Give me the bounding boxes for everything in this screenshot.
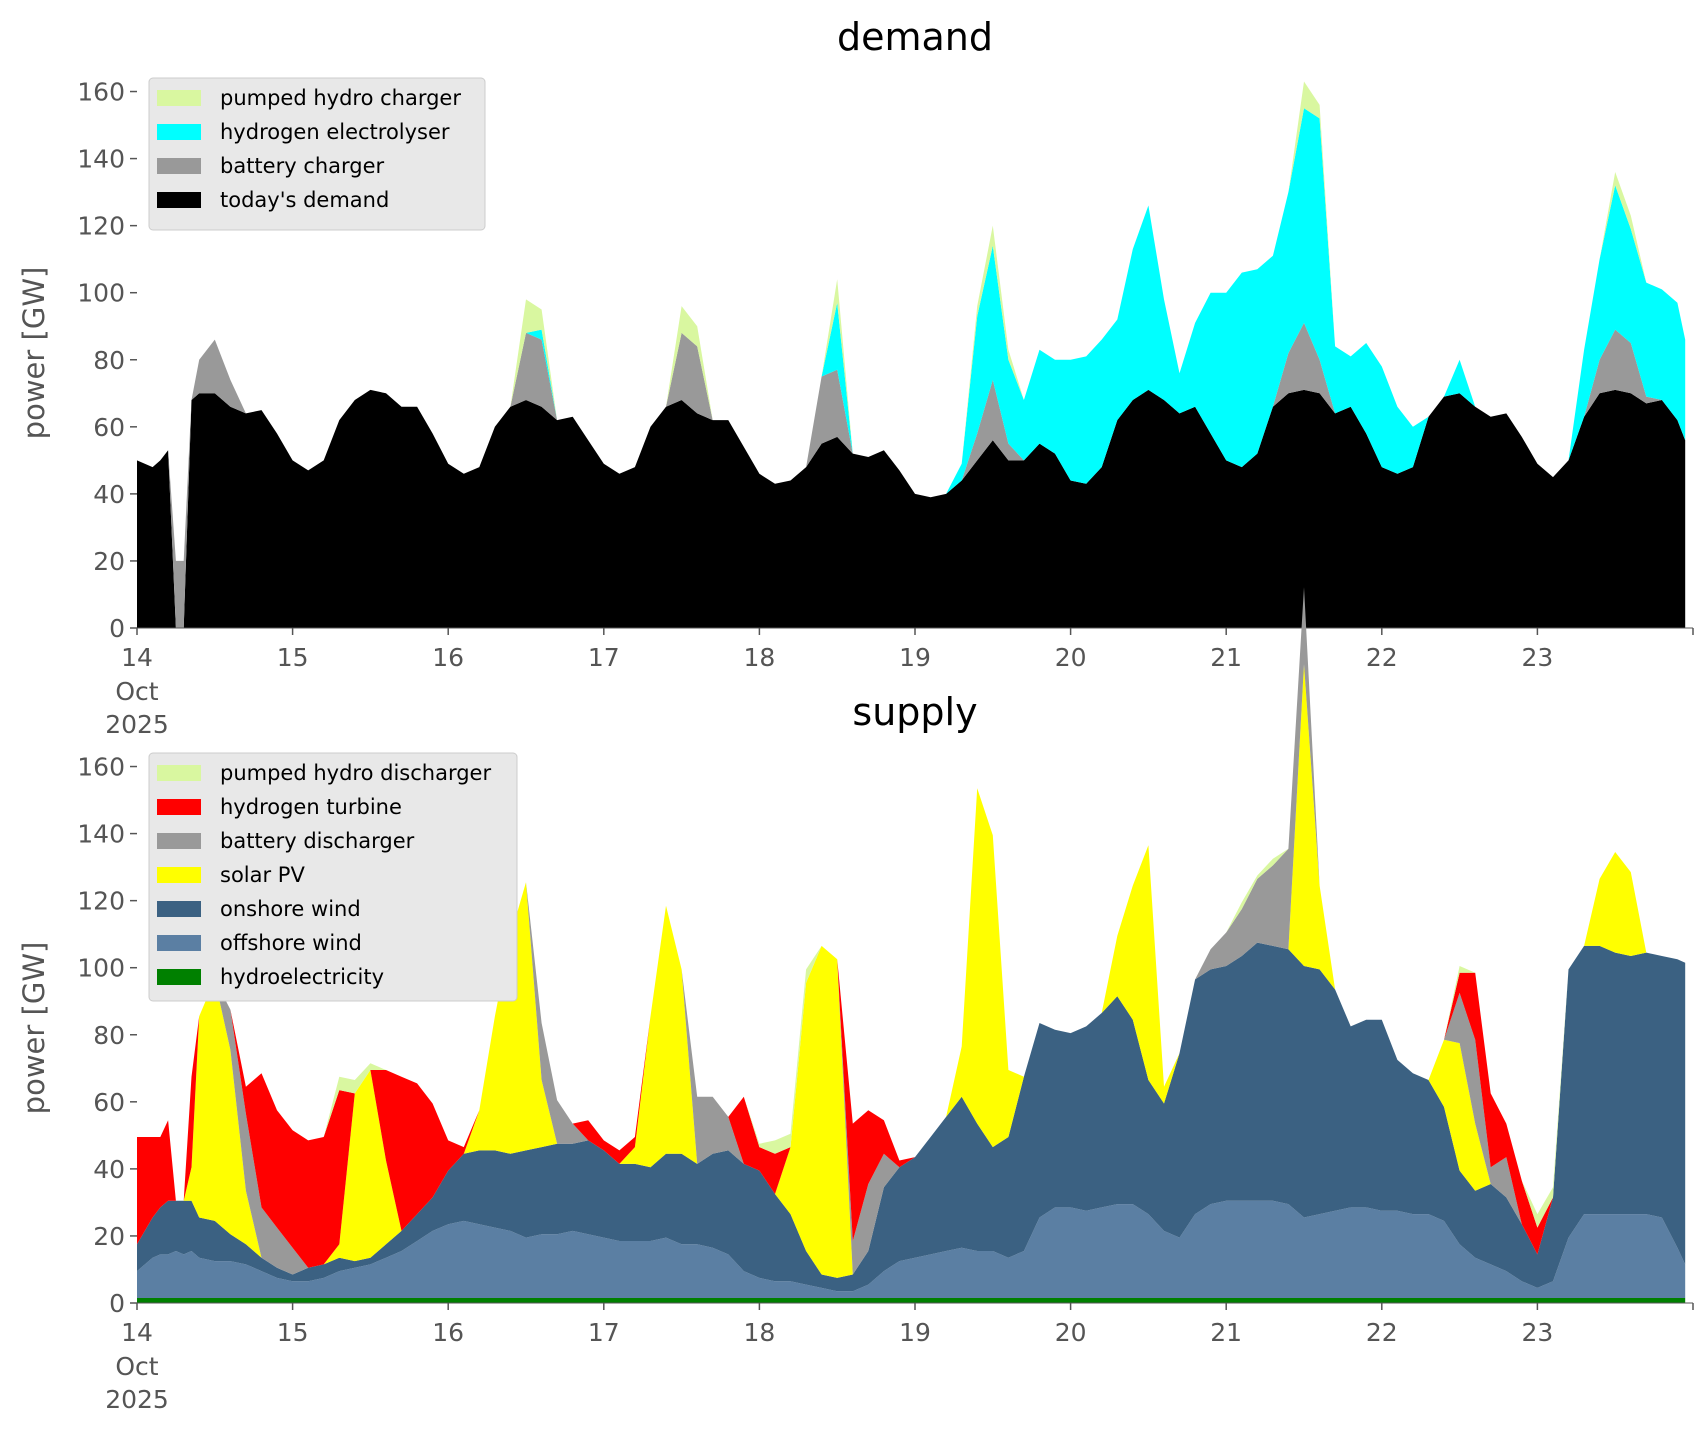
legend-label-pumped-hydro-discharger: pumped hydro discharger	[220, 761, 491, 785]
legend	[148, 752, 518, 1002]
legend-swatch-offshore-wind	[157, 935, 201, 951]
area-onshore-wind	[137, 942, 1686, 1292]
x-tick-label: 19	[899, 643, 931, 672]
x-tick-label: 18	[743, 643, 775, 672]
x-tick-date-label: 2025	[105, 710, 169, 739]
area-battery-discharger	[137, 587, 1686, 1275]
area-hydroelectricity	[137, 1298, 1686, 1303]
legend	[148, 77, 486, 231]
x-tick-label: 17	[588, 643, 620, 672]
legend-label-onshore-wind: onshore wind	[220, 897, 361, 921]
x-tick-label: 14	[121, 643, 153, 672]
legend-swatch-onshore-wind	[157, 901, 201, 917]
y-tick-label: 80	[93, 1021, 125, 1050]
y-tick-label: 60	[93, 1088, 125, 1117]
chart-title: demand	[837, 15, 993, 59]
x-tick-label: 20	[1055, 1318, 1087, 1347]
x-tick-label: 23	[1521, 1318, 1553, 1347]
y-tick-label: 100	[77, 279, 125, 308]
y-tick-label: 40	[93, 1155, 125, 1184]
y-tick-label: 160	[77, 78, 125, 107]
legend-label-pumped-hydro-charger: pumped hydro charger	[220, 86, 461, 110]
y-tick-label: 160	[77, 753, 125, 782]
x-tick-label: 23	[1521, 643, 1553, 672]
y-tick-label: 140	[77, 820, 125, 849]
y-tick-label: 20	[93, 1222, 125, 1251]
x-tick-label: 21	[1210, 1318, 1242, 1347]
area-battery-charger	[137, 322, 1686, 628]
x-tick-label: 21	[1210, 643, 1242, 672]
legend-swatch-hydrogen-turbine	[157, 799, 201, 815]
x-tick-label: 14	[121, 1318, 153, 1347]
x-tick-label: 22	[1366, 643, 1398, 672]
y-tick-label: 80	[93, 346, 125, 375]
area-hydrogen-electrolyser	[137, 108, 1686, 561]
legend-label-today-s-demand: today's demand	[220, 188, 389, 212]
x-tick-label: 18	[743, 1318, 775, 1347]
x-tick-label: 20	[1055, 643, 1087, 672]
y-tick-label: 120	[77, 887, 125, 916]
legend-label-hydrogen-electrolyser: hydrogen electrolyser	[220, 120, 450, 144]
y-tick-label: 120	[77, 212, 125, 241]
x-tick-label: 22	[1366, 1318, 1398, 1347]
legend-label-hydroelectricity: hydroelectricity	[220, 965, 384, 989]
x-tick-label: 19	[899, 1318, 931, 1347]
legend-swatch-solar-pv	[157, 867, 201, 883]
y-tick-label: 60	[93, 413, 125, 442]
legend-label-battery-discharger: battery discharger	[220, 829, 415, 853]
x-tick-label: 15	[277, 1318, 309, 1347]
legend-label-offshore-wind: offshore wind	[220, 931, 362, 955]
y-tick-label: 0	[109, 614, 125, 643]
x-tick-date-label: 2025	[105, 1385, 169, 1414]
legend-swatch-battery-charger	[157, 158, 201, 174]
legend-swatch-today-s-demand	[157, 192, 201, 208]
legend-label-battery-charger: battery charger	[220, 154, 385, 178]
y-axis-label: power [GW]	[17, 267, 51, 440]
y-axis-label: power [GW]	[17, 942, 51, 1115]
area-solar-pv	[137, 664, 1686, 1278]
area-today-s-demand	[137, 389, 1686, 628]
area-offshore-wind	[137, 1200, 1686, 1298]
x-tick-label: 15	[277, 643, 309, 672]
x-tick-label: 16	[432, 643, 464, 672]
legend-label-hydrogen-turbine: hydrogen turbine	[220, 795, 402, 819]
chart-title: supply	[852, 690, 977, 734]
area-hydrogen-turbine	[137, 587, 1686, 1268]
demand-chart: demand 0 20 40 60 80 100 120 140 160 power [GW] 14 1…	[17, 15, 1694, 739]
legend-swatch-battery-discharger	[157, 833, 201, 849]
x-tick-label: 17	[588, 1318, 620, 1347]
legend-swatch-hydroelectricity	[157, 969, 201, 985]
x-tick-date-label: Oct	[115, 677, 158, 706]
legend-swatch-pumped-hydro-discharger	[157, 765, 201, 781]
x-tick-label: 16	[432, 1318, 464, 1347]
y-tick-label: 20	[93, 547, 125, 576]
legend-swatch-pumped-hydro-charger	[157, 90, 201, 106]
legend-swatch-hydrogen-electrolyser	[157, 124, 201, 140]
y-tick-label: 40	[93, 480, 125, 509]
y-tick-label: 0	[109, 1289, 125, 1318]
x-tick-date-label: Oct	[115, 1352, 158, 1381]
y-tick-label: 140	[77, 145, 125, 174]
legend-label-solar-pv: solar PV	[220, 863, 305, 887]
y-tick-label: 100	[77, 954, 125, 983]
